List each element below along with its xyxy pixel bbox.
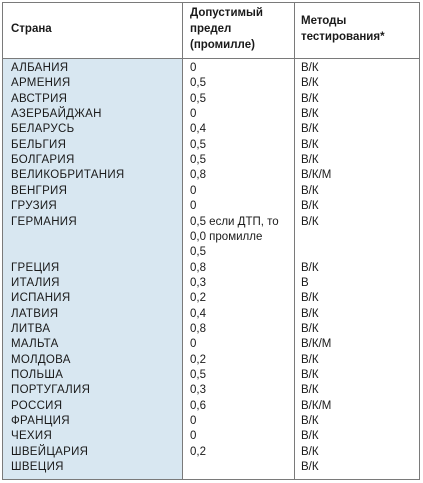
table-cell-method: В/К/М	[301, 169, 332, 182]
table-cell-method: В/К	[301, 215, 319, 228]
table-cell-country: ПОРТУГАЛИЯ	[11, 384, 91, 397]
table-cell-method: В/К	[301, 369, 319, 381]
table-cell-method: В/К	[301, 445, 319, 458]
table-cell-method: В/К	[301, 261, 319, 274]
table-cell-country: ШВЕЦИЯ	[11, 461, 64, 474]
table-cell-country: ФРАНЦИЯ	[11, 415, 70, 428]
table-cell-country: ЧЕХИЯ	[11, 430, 53, 443]
table-cell-method: В/К	[301, 92, 319, 105]
table-cell-method: В/К	[301, 200, 319, 213]
table-cell-country: ГРЕЦИЯ	[11, 261, 60, 274]
table-cell-country: БЕЛЬГИЯ	[11, 138, 67, 151]
table-cell-limit: 0,2	[190, 353, 206, 366]
table-cell-limit: 0,8	[190, 261, 206, 274]
header-methods-line1: Методы	[301, 15, 347, 27]
table-cell-country: МОЛДОВА	[11, 353, 71, 366]
table-cell-method: В/К	[301, 292, 319, 305]
header-country: Страна	[11, 23, 52, 35]
table-cell-limit: 0,4	[190, 123, 206, 136]
table-cell-country: ШВЕЙЦАРИЯ	[11, 445, 89, 458]
header-divider	[3, 58, 419, 59]
table-cell-method: В/К	[301, 123, 319, 136]
table-cell-country: АЛБАНИЯ	[11, 62, 69, 74]
table-cell-method: В/К/М	[301, 338, 332, 351]
header-limit-line3: (промилле)	[190, 39, 255, 51]
table-cell-limit: 0,4	[190, 307, 206, 320]
table-cell-method: В/К	[301, 384, 319, 397]
header-limit-line2: предел	[190, 23, 232, 35]
table-cell-country: РОССИЯ	[11, 399, 63, 412]
table-cell-country: ИСПАНИЯ	[11, 292, 71, 305]
table-cell-limit: 0	[190, 108, 197, 121]
table-cell-limit: 0,2	[190, 292, 206, 305]
table-cell-method: В/К	[301, 322, 319, 335]
table-cell-limit: 0,0 промилле	[190, 230, 263, 243]
table-cell-limit: 0,3	[190, 384, 206, 397]
table-cell-country: МАЛЬТА	[11, 338, 59, 351]
table-cell-method: В/К	[301, 461, 319, 474]
table-cell-method: В/К	[301, 353, 319, 366]
table-cell-country: АРМЕНИЯ	[11, 77, 71, 90]
country-column-shading	[3, 59, 182, 479]
table-cell-country: АЗЕРБАЙДЖАН	[11, 108, 102, 121]
table-cell-limit: 0,5	[190, 246, 206, 259]
table-cell-country: АВСТРИЯ	[11, 92, 68, 105]
table-cell-limit: 0	[190, 430, 197, 443]
header-limit-line1: Допустимый	[190, 7, 263, 19]
column-divider	[182, 3, 183, 479]
table-cell-country: ГЕРМАНИЯ	[11, 215, 77, 228]
table-cell-method: В/К	[301, 77, 319, 90]
table-cell-limit: 0	[190, 200, 197, 213]
table-cell-method: В/К/М	[301, 399, 332, 412]
table-cell-country: ВЕЛИКОБРИТАНИЯ	[11, 169, 125, 182]
table-cell-method: В/К	[301, 307, 319, 320]
table-cell-limit: 0,5	[190, 138, 206, 151]
table-cell-limit: 0	[190, 415, 197, 428]
table-cell-limit: 0,8	[190, 322, 206, 335]
table-cell-limit: 0,8	[190, 169, 206, 182]
header-methods-line2: тестирования*	[301, 31, 385, 43]
table-cell-country: ГРУЗИЯ	[11, 200, 58, 213]
table-cell-limit: 0,5 если ДТП, то	[190, 215, 279, 228]
table-cell-method: В	[301, 276, 309, 289]
table-cell-country: ЛАТВИЯ	[11, 307, 59, 320]
table-cell-country: ЛИТВА	[11, 322, 51, 335]
table-cell-method: В/К	[301, 138, 319, 151]
table-cell-country: БЕЛАРУСЬ	[11, 123, 75, 136]
table-cell-country: ВЕНГРИЯ	[11, 184, 68, 197]
table-cell-limit: 0	[190, 62, 197, 74]
table-cell-country: ИТАЛИЯ	[11, 276, 60, 289]
table-cell-country: ПОЛЬША	[11, 369, 64, 381]
table-cell-method: В/К	[301, 154, 319, 167]
table-cell-limit: 0,2	[190, 445, 206, 458]
table-cell-method: В/К	[301, 415, 319, 428]
table-cell-country: БОЛГАРИЯ	[11, 154, 75, 167]
table-cell-method: В/К	[301, 108, 319, 121]
alcohol-limits-table: Страна Допустимый предел (промилле) Мето…	[2, 2, 420, 480]
table-cell-limit: 0,3	[190, 276, 206, 289]
column-divider	[294, 3, 295, 479]
table-cell-limit: 0,6	[190, 399, 206, 412]
table-cell-method: В/К	[301, 430, 319, 443]
table-cell-limit: 0	[190, 184, 197, 197]
table-cell-method: В/К	[301, 184, 319, 197]
table-cell-limit: 0,5	[190, 369, 206, 381]
table-cell-method: В/К	[301, 62, 319, 74]
table-cell-limit: 0,5	[190, 77, 206, 90]
table-cell-limit: 0,5	[190, 154, 206, 167]
table-cell-limit: 0	[190, 338, 197, 351]
table-cell-limit: 0,5	[190, 92, 206, 105]
